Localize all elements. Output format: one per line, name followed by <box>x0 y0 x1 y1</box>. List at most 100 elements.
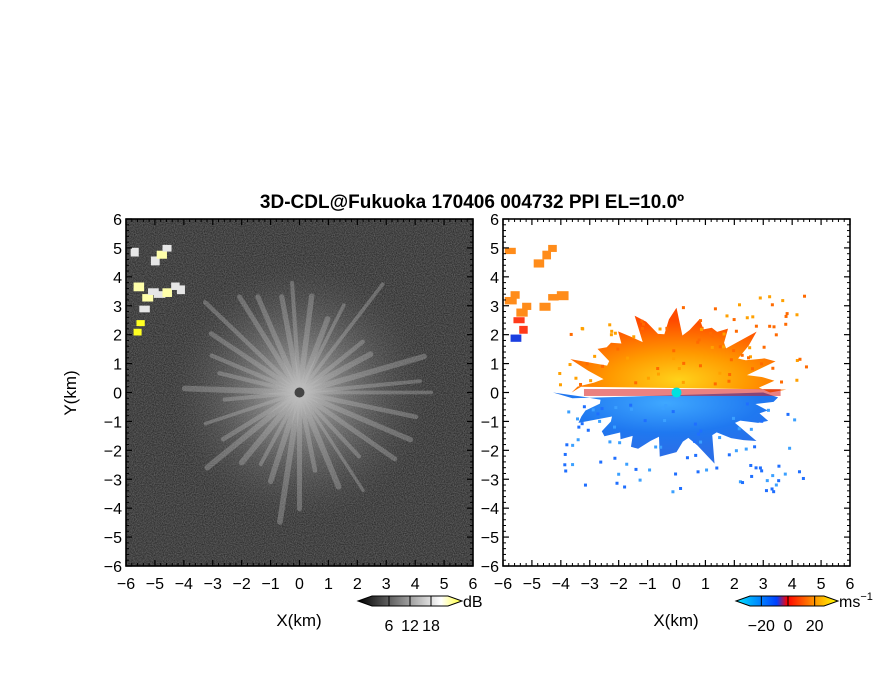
velocity-speck <box>615 481 619 485</box>
velocity-speck <box>623 485 627 489</box>
x-tick-label: −5 <box>523 576 541 593</box>
velocity-speck <box>696 340 700 344</box>
velocity-speck <box>571 443 575 447</box>
right-colorbar-bar <box>734 595 840 607</box>
right-colorbar-unit: ms−1 <box>839 591 873 611</box>
velocity-speck <box>737 427 741 431</box>
right-velocity-lobes <box>553 307 787 464</box>
reflectivity-cluster-mark <box>150 256 160 266</box>
velocity-speck <box>760 469 764 473</box>
velocity-speck <box>748 355 752 359</box>
echo-ray <box>296 389 342 490</box>
x-tick-label: −5 <box>146 576 164 593</box>
velocity-cluster-mark <box>510 291 520 299</box>
velocity-speck <box>654 445 658 449</box>
y-tick-label: −2 <box>104 443 122 460</box>
velocity-speck <box>569 332 573 336</box>
velocity-speck <box>610 329 614 333</box>
left-panel: −6 6 −5 5 −4 4 −3 3 −2 2 −1 1 0 0 1 −1 2 −2 3 −3 4 −4 5 −5 6 −6 X… <box>61 212 478 630</box>
reflectivity-cluster-mark <box>133 328 142 336</box>
reflectivity-cluster-mark <box>162 288 172 297</box>
x-tick-label: −2 <box>610 576 628 593</box>
velocity-speck <box>648 468 652 472</box>
echo-ray <box>217 371 302 395</box>
velocity-speck <box>713 307 717 311</box>
velocity-speck <box>768 295 772 299</box>
velocity-speck <box>685 456 689 460</box>
colorbar-tick-label: 18 <box>422 618 440 635</box>
y-tick-label: 4 <box>113 270 122 287</box>
echo-ray <box>202 300 302 395</box>
reflectivity-cluster-mark <box>148 288 159 296</box>
x-tick-label: 6 <box>469 576 478 593</box>
velocity-speck <box>764 489 768 493</box>
velocity-speck <box>663 418 667 422</box>
velocity-speck <box>774 483 778 487</box>
velocity-speck <box>777 464 781 468</box>
right-positive-lobe <box>570 307 787 393</box>
velocity-speck <box>785 312 789 316</box>
echo-ray <box>279 294 303 396</box>
echo-ray <box>222 390 302 402</box>
velocity-speck <box>781 299 785 303</box>
velocity-speck <box>563 452 567 456</box>
velocity-speck <box>677 367 681 371</box>
velocity-speck <box>576 438 580 442</box>
velocity-speck <box>681 306 685 310</box>
velocity-speck <box>699 319 703 323</box>
velocity-speck <box>753 445 757 449</box>
y-tick-label: 3 <box>490 299 499 316</box>
echo-ray <box>237 294 302 395</box>
velocity-speck <box>693 422 697 426</box>
velocity-speck <box>630 407 634 411</box>
velocity-speck <box>771 474 775 478</box>
y-tick-label: −4 <box>481 501 499 518</box>
reflectivity-cluster-mark <box>139 305 150 313</box>
velocity-speck <box>715 466 719 470</box>
velocity-speck <box>656 367 660 371</box>
velocity-speck <box>679 486 683 490</box>
reflectivity-cluster-mark <box>130 247 139 257</box>
velocity-speck <box>729 358 733 362</box>
echo-ray <box>296 353 427 396</box>
velocity-speck <box>634 381 638 385</box>
echo-ray <box>297 390 419 420</box>
velocity-speck <box>699 440 703 444</box>
echo-ray <box>297 303 346 395</box>
left-ticks: −6 6 −5 5 −4 4 −3 3 −2 2 −1 1 0 0 1 −1 2 −2 3 −3 4 −4 5 −5 6 −6 <box>104 212 478 593</box>
velocity-speck <box>575 417 579 421</box>
velocity-speck <box>617 472 621 476</box>
velocity-speck <box>760 419 764 423</box>
velocity-speck <box>614 406 618 410</box>
velocity-speck <box>749 463 753 467</box>
x-tick-label: −3 <box>204 576 222 593</box>
velocity-speck <box>672 349 676 353</box>
velocity-speck <box>801 476 805 480</box>
velocity-speck <box>585 362 589 366</box>
echo-ray <box>296 316 331 396</box>
velocity-cluster-mark <box>548 294 559 301</box>
x-tick-label: 5 <box>440 576 449 593</box>
left-echo-rays <box>181 280 433 525</box>
right-negative-lobe <box>553 392 779 464</box>
velocity-speck <box>772 490 776 494</box>
velocity-speck <box>732 349 736 353</box>
velocity-speck <box>760 362 764 366</box>
echo-ray <box>277 389 303 525</box>
x-tick-label: −4 <box>175 576 193 593</box>
velocity-speck <box>696 470 700 474</box>
left-center-dot <box>294 387 305 398</box>
velocity-speck <box>672 357 676 361</box>
velocity-speck <box>718 345 722 349</box>
x-tick-label: 2 <box>730 576 739 593</box>
echo-ray <box>238 389 303 466</box>
echo-ray <box>296 351 374 396</box>
y-tick-label: 1 <box>113 357 122 374</box>
velocity-speck <box>563 463 567 467</box>
left-colorbar: 6 12 18 dB <box>356 594 483 635</box>
reflectivity-cluster-mark <box>176 285 185 295</box>
velocity-speck <box>696 432 700 436</box>
velocity-speck <box>754 324 758 328</box>
velocity-speck <box>771 366 775 370</box>
